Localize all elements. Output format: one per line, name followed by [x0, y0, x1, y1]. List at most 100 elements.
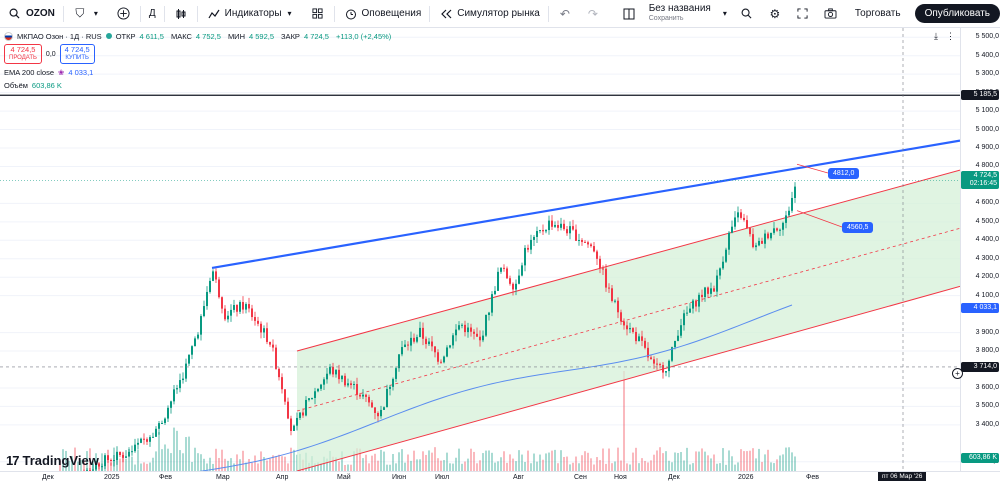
callout-pointer-upper	[796, 163, 829, 174]
candle-body	[179, 380, 181, 389]
chevron-down-icon: ▾	[93, 9, 98, 18]
volume-bar	[383, 451, 385, 471]
more-icon[interactable]: ⋮	[946, 31, 955, 41]
snapshot-button[interactable]	[817, 0, 845, 28]
trade-button[interactable]: Торговать	[845, 0, 911, 28]
channel-lower-line	[296, 285, 961, 472]
open-value: 4 611,5	[139, 31, 164, 41]
candle-body	[608, 287, 610, 289]
templates-button[interactable]	[304, 0, 332, 28]
candle-body	[485, 315, 487, 336]
volume-bar	[344, 464, 346, 471]
interval-button[interactable]: Д	[143, 0, 162, 28]
ema-badge: 4 033,1	[961, 302, 999, 313]
volume-bar	[710, 458, 712, 471]
market-open-icon	[105, 33, 112, 39]
volume-bar	[611, 463, 613, 471]
volume-bar	[251, 462, 253, 471]
candle-body	[584, 241, 586, 243]
layout-name-menu[interactable]: Без названия Сохранить	[643, 2, 717, 24]
volume-bar	[173, 427, 175, 471]
alerts-button[interactable]: Оповещения	[337, 0, 428, 28]
time-tick-label: Фев	[806, 474, 819, 481]
divider	[139, 5, 141, 22]
settings-button[interactable]: ⚙	[761, 0, 789, 28]
candle-body	[134, 444, 136, 452]
candle-body	[536, 231, 538, 237]
bar-countdown: 02:16:45	[969, 180, 997, 188]
candle-body	[575, 229, 577, 241]
sell-button[interactable]: 4 724,5 ПРОДАТЬ	[4, 44, 42, 64]
chevron-down-icon[interactable]: ▾	[722, 9, 727, 18]
channel-fill	[297, 170, 960, 472]
compare-menu[interactable]: ⛉ ▾	[66, 0, 110, 28]
volume-bar	[170, 453, 172, 471]
ema-legend-row[interactable]: EMA 200 close ❀ 4 033,1	[4, 66, 394, 79]
fullscreen-button[interactable]	[789, 0, 817, 28]
candle-body	[416, 337, 418, 342]
volume-bar	[791, 452, 793, 471]
publish-button[interactable]: Опубликовать	[914, 4, 1000, 23]
chart-pane[interactable]	[0, 28, 961, 482]
volume-bar	[380, 449, 382, 471]
candle-body	[128, 451, 130, 457]
candle-body	[656, 363, 658, 365]
volume-bar	[707, 455, 709, 471]
chart-style-button[interactable]	[167, 0, 195, 28]
candle-body	[605, 268, 607, 288]
volume-bar	[614, 461, 616, 471]
replay-button[interactable]: Симулятор рынка	[432, 0, 546, 28]
volume-bar	[377, 460, 379, 471]
volume-bar	[632, 452, 634, 471]
quick-search-button[interactable]	[733, 0, 761, 28]
symbol-title[interactable]: МКПАО Озон · 1Д · RUS	[17, 31, 102, 41]
layout-name: Без названия	[648, 2, 711, 14]
close-label: ЗАКР	[281, 31, 300, 41]
indicators-button[interactable]: Индикаторы ▾	[200, 0, 304, 28]
symbol-legend-row: МКПАО Озон · 1Д · RUS ОТКР 4 611,5 МАКС 4 …	[4, 30, 394, 42]
tradingview-logo[interactable]: 17 TradingView	[6, 453, 99, 468]
trendline-price-callout-lower[interactable]: 4560,5	[842, 222, 874, 233]
redo-button[interactable]: ↷	[579, 0, 607, 28]
volume-bar	[134, 464, 136, 471]
symbol-search[interactable]: OZON	[0, 0, 61, 28]
price-chart[interactable]	[0, 28, 961, 482]
interval-label: Д	[148, 8, 156, 19]
candle-body	[674, 340, 676, 348]
download-arrow-icon[interactable]: ⤓	[934, 31, 938, 41]
buy-button[interactable]: 4 724,5 КУПИТЬ	[59, 44, 95, 64]
candle-body	[212, 271, 214, 281]
add-symbol-button[interactable]	[110, 0, 138, 28]
candle-body	[470, 327, 472, 332]
undo-button[interactable]: ↶	[551, 0, 579, 28]
volume-legend-row[interactable]: Объём 603,86 K	[4, 79, 394, 92]
volume-bar	[641, 458, 643, 471]
candle-body	[503, 267, 505, 269]
volume-bar	[230, 458, 232, 471]
camera-icon	[823, 6, 839, 22]
layout-button[interactable]	[615, 0, 643, 28]
price-scale[interactable]: 5 500,05 400,05 300,05 200,05 100,05 000…	[960, 28, 1000, 471]
volume-bar	[653, 454, 655, 471]
volume-bar	[551, 450, 553, 471]
price-tick-label: 4 200,0	[975, 273, 999, 281]
time-axis[interactable]: Дек 2025 Фев Мар Апр Май Июн Июл Авг Сен Ноя Дек 202…	[0, 471, 1000, 482]
time-tick-label: Фев	[159, 474, 172, 481]
volume-bar	[566, 456, 568, 471]
candle-body	[614, 300, 616, 302]
regression-channel	[296, 169, 961, 472]
volume-bar	[683, 460, 685, 471]
candle-body	[611, 288, 613, 301]
volume-bar	[419, 459, 421, 471]
volume-bar	[107, 457, 109, 471]
candle-body	[107, 455, 109, 460]
candle-body	[341, 375, 343, 380]
volume-bar	[758, 448, 760, 471]
layout-save-status: Сохранить	[648, 14, 684, 22]
volume-bar	[185, 437, 187, 471]
volume-bar	[671, 462, 673, 471]
add-alert-plus-icon[interactable]: +	[952, 368, 963, 379]
candle-body	[629, 328, 631, 330]
trendline-price-callout-upper[interactable]: 4812,0	[828, 168, 860, 179]
candle-body	[725, 249, 727, 262]
